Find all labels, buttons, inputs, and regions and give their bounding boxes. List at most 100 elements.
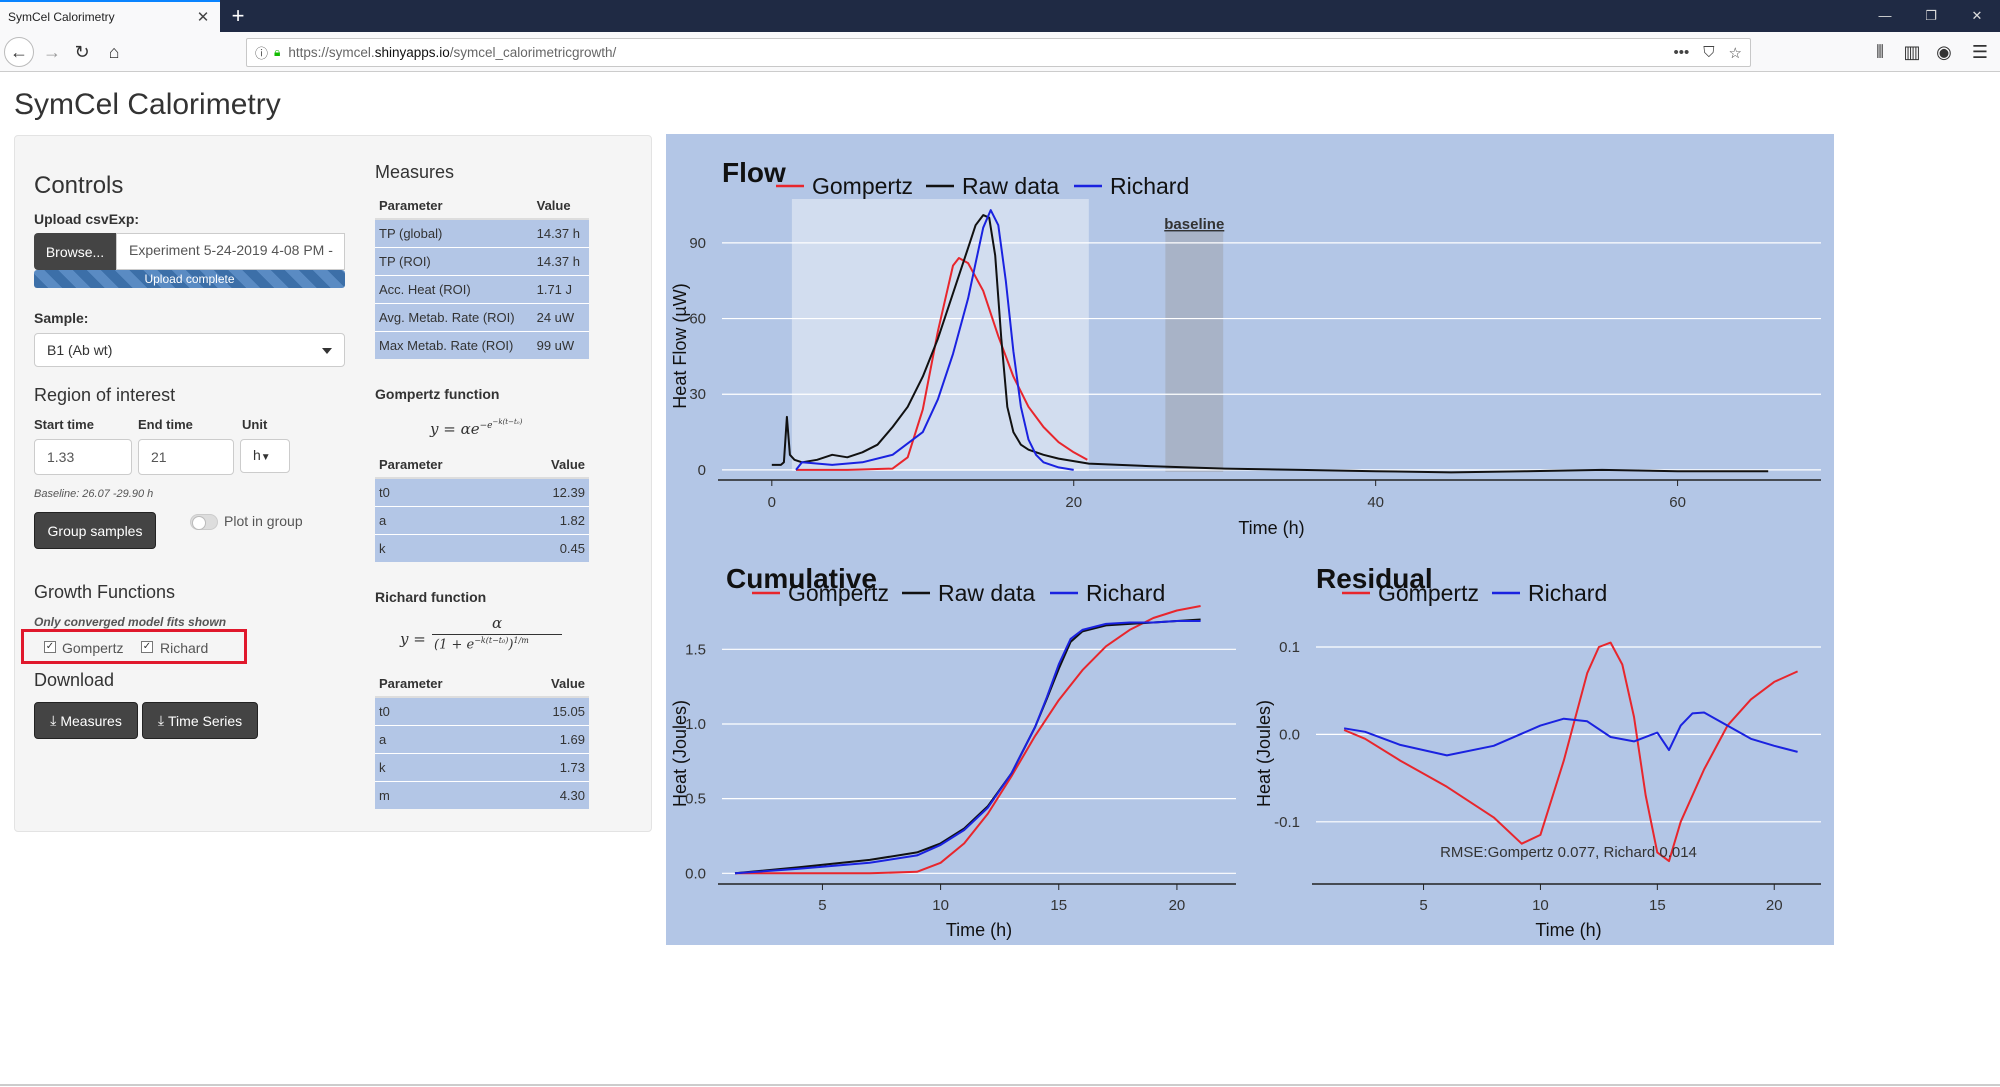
table-row: TP (global) 14.37 h bbox=[375, 218, 589, 247]
param-cell: TP (ROI) bbox=[375, 246, 533, 275]
sidebar-icon[interactable]: ▥ bbox=[1903, 42, 1921, 62]
richard-label: Richard bbox=[160, 640, 209, 656]
table-row: k 1.73 bbox=[375, 752, 589, 781]
pocket-icon[interactable]: ⛉ bbox=[1703, 44, 1715, 61]
col-parameter: Parameter bbox=[375, 193, 533, 220]
x-tick-label: 20 bbox=[1065, 494, 1082, 511]
x-axis-title: Time (h) bbox=[1535, 920, 1601, 940]
group-samples-button[interactable]: Group samples bbox=[34, 512, 156, 549]
end-time-input[interactable]: 21 bbox=[138, 439, 234, 475]
minimize-window-icon[interactable]: — bbox=[1878, 8, 1892, 23]
chart-title: Residual bbox=[1316, 563, 1433, 594]
unit-value: h bbox=[253, 447, 261, 463]
download-heading: Download bbox=[34, 670, 115, 690]
y-tick-label: 0.0 bbox=[685, 865, 706, 882]
upload-progress-bar: Upload complete bbox=[34, 270, 345, 288]
x-tick-label: 40 bbox=[1367, 494, 1384, 511]
roi-highlight bbox=[791, 199, 1089, 471]
table-row: t0 12.39 bbox=[375, 477, 589, 506]
controls-heading: Controls bbox=[34, 172, 124, 199]
library-icon[interactable]: ⫴ bbox=[1876, 42, 1884, 62]
page-title: SymCel Calorimetry bbox=[14, 88, 281, 121]
table-row: Avg. Metab. Rate (ROI) 24 uW bbox=[375, 302, 589, 331]
more-actions-icon[interactable]: ••• bbox=[1673, 44, 1690, 61]
sample-select[interactable]: B1 (Ab wt) bbox=[34, 333, 345, 367]
y-axis-title: Heat (Joules) bbox=[670, 700, 690, 807]
x-tick-label: 20 bbox=[1766, 897, 1783, 914]
url-bar[interactable]: ⓘ 🔒︎ https://symcel.shinyapps.io/symcel_… bbox=[246, 38, 1751, 67]
lock-icon: 🔒︎ bbox=[274, 45, 281, 59]
close-tab-icon[interactable]: ✕ bbox=[196, 9, 210, 26]
reload-icon[interactable]: ↻ bbox=[74, 42, 90, 62]
growth-functions-highlight bbox=[21, 629, 247, 664]
upload-label: Upload csvExp: bbox=[34, 211, 140, 227]
y-tick-label: 30 bbox=[689, 386, 706, 403]
plot-in-group-toggle[interactable] bbox=[190, 514, 218, 530]
forward-arrow-icon[interactable]: → bbox=[43, 42, 61, 62]
legend-label: Raw data bbox=[962, 173, 1059, 199]
x-axis-title: Time (h) bbox=[946, 920, 1012, 940]
info-icon[interactable]: ⓘ bbox=[255, 46, 269, 61]
col-value: Value bbox=[509, 671, 589, 698]
col-parameter: Parameter bbox=[375, 452, 510, 479]
table-row: Acc. Heat (ROI) 1.71 J bbox=[375, 274, 589, 303]
plot-in-group-label: Plot in group bbox=[224, 513, 303, 529]
param-cell: Max Metab. Rate (ROI) bbox=[375, 330, 533, 359]
new-tab-button[interactable]: + bbox=[231, 3, 245, 28]
chevron-down-icon bbox=[322, 348, 332, 354]
legend-label: Gompertz bbox=[788, 580, 889, 606]
series-line-raw-data bbox=[734, 618, 1201, 875]
value-cell: 12.39 bbox=[509, 477, 589, 506]
series-line-raw-data bbox=[771, 214, 1769, 474]
y-tick-label: 0.5 bbox=[685, 791, 706, 808]
roi-heading: Region of interest bbox=[34, 385, 176, 405]
close-window-icon[interactable]: ✕ bbox=[1971, 8, 1983, 23]
growth-functions-heading: Growth Functions bbox=[34, 582, 176, 602]
back-arrow-icon[interactable]: ← bbox=[4, 37, 34, 67]
unit-select[interactable]: h▼ bbox=[240, 439, 290, 473]
value-cell: 1.82 bbox=[509, 505, 589, 534]
bookmark-star-icon[interactable]: ☆ bbox=[1728, 44, 1742, 62]
y-axis-title: Heat Flow (µW) bbox=[670, 283, 690, 408]
x-tick-label: 60 bbox=[1669, 494, 1686, 511]
download-timeseries-button[interactable]: ⤓ Time Series bbox=[142, 702, 258, 739]
file-name-field[interactable]: Experiment 5-24-2019 4-08 PM - bbox=[116, 233, 345, 270]
value-cell: 4.30 bbox=[509, 780, 589, 809]
x-tick-label: 15 bbox=[1649, 897, 1666, 914]
start-time-input[interactable]: 1.33 bbox=[34, 439, 132, 475]
baseline-label: baseline bbox=[1164, 216, 1224, 233]
gompertz-heading: Gompertz function bbox=[375, 386, 500, 402]
window-bottom-border bbox=[0, 1084, 2000, 1086]
value-cell: 1.73 bbox=[509, 752, 589, 781]
table-row: a 1.82 bbox=[375, 505, 589, 534]
measures-table: Parameter Value TP (global) 14.37 h TP (RO… bbox=[375, 193, 589, 359]
y-axis-title: Heat (Joules) bbox=[1254, 700, 1274, 807]
legend-label: Raw data bbox=[938, 580, 1035, 606]
url-text[interactable]: https://symcel.shinyapps.io/symcel_calor… bbox=[288, 45, 617, 60]
tab-title: SymCel Calorimetry bbox=[8, 10, 115, 24]
sample-value: B1 (Ab wt) bbox=[47, 342, 113, 358]
param-cell: Acc. Heat (ROI) bbox=[375, 274, 533, 303]
download-icon: ⤓ bbox=[157, 712, 165, 728]
menu-icon[interactable]: ☰ bbox=[1971, 42, 1989, 62]
browser-tab[interactable]: SymCel Calorimetry ✕ bbox=[0, 0, 220, 32]
chart-title: Flow bbox=[722, 157, 786, 188]
richard-checkbox[interactable]: ✓ bbox=[141, 641, 153, 653]
restore-window-icon[interactable]: ❐ bbox=[1925, 8, 1937, 23]
browse-button[interactable]: Browse... bbox=[34, 233, 116, 270]
y-tick-label: 0 bbox=[698, 462, 706, 479]
account-icon[interactable]: ◉ bbox=[1936, 42, 1952, 62]
converged-note: Only converged model fits shown bbox=[34, 615, 227, 629]
download-measures-button[interactable]: ⤓ Measures bbox=[34, 702, 138, 739]
download-measures-label: Measures bbox=[60, 712, 122, 729]
param-cell: m bbox=[375, 780, 510, 809]
y-tick-label: 60 bbox=[689, 311, 706, 328]
gompertz-checkbox[interactable]: ✓ bbox=[44, 641, 56, 653]
home-icon[interactable]: ⌂ bbox=[108, 42, 120, 62]
series-line-richard bbox=[795, 209, 1074, 471]
col-value: Value bbox=[532, 193, 589, 220]
value-cell: 99 uW bbox=[532, 330, 589, 359]
baseline-note: Baseline: 26.07 -29.90 h bbox=[34, 488, 154, 500]
browser-tab-strip: SymCel Calorimetry ✕ + — ❐ ✕ bbox=[0, 0, 2000, 32]
gompertz-label: Gompertz bbox=[62, 640, 124, 656]
